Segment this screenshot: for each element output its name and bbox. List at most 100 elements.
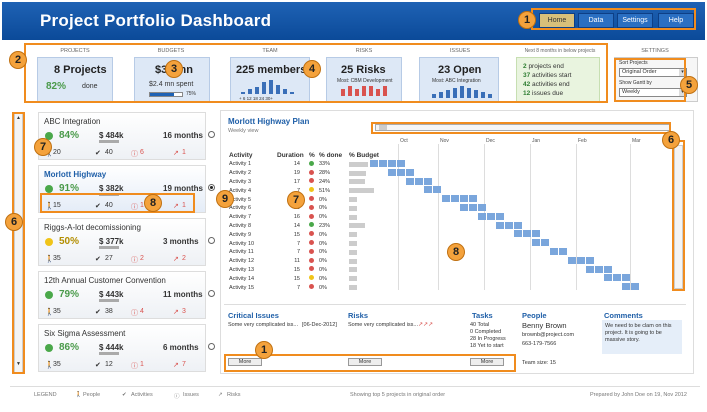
activity-name: Activity 14 <box>229 275 255 282</box>
activity-row[interactable]: Activity 6 15 0% <box>228 204 384 213</box>
project-card[interactable]: Six Sigma Assessment 86% $ 444k 6 months… <box>38 324 206 372</box>
project-select-radio[interactable] <box>208 290 215 297</box>
next-months-item: 42 activities end <box>523 80 571 89</box>
activity-row[interactable]: Activity 2 19 28% <box>228 169 384 178</box>
people-title: People <box>522 311 547 320</box>
nav-settings-button[interactable]: Settings <box>617 13 653 28</box>
legend-activities-icon: ✔ <box>122 392 127 398</box>
gantt-bar <box>622 274 630 282</box>
project-people: 20 <box>53 149 61 156</box>
budget-spent: $2.4 mn spent <box>149 81 194 88</box>
callout-8-right: 8 <box>447 243 465 261</box>
histogram-bar <box>460 86 464 98</box>
gantt-month-label: Dec <box>486 138 495 144</box>
issues-most: Most: ABC Integration <box>432 78 481 84</box>
issues-kpi-label: ISSUES <box>449 48 471 54</box>
activity-row[interactable]: Activity 12 11 0% <box>228 257 384 266</box>
activity-done: 28% <box>319 170 331 177</box>
next-text: issues due <box>532 90 564 97</box>
activity-row[interactable]: Activity 15 7 0% <box>228 283 384 292</box>
gantt-bar <box>523 230 531 238</box>
gantt-bar <box>496 212 504 220</box>
project-budget: $ 444k <box>99 343 124 352</box>
risks-count: 25 Risks <box>341 64 386 76</box>
nav-help-button[interactable]: Help <box>658 13 694 28</box>
risks-more-button[interactable]: More <box>348 358 382 366</box>
activity-status-dot <box>308 283 318 292</box>
issues-kpi-card[interactable]: 23 Open Most: ABC Integration <box>419 57 499 102</box>
critical-issues-more-button[interactable]: More <box>228 358 262 366</box>
team-kpi-card[interactable]: 225 members + 6 12 18 24 30+ <box>230 57 310 102</box>
project-card[interactable]: ABC Integration 84% $ 484k 16 months 🚶 2… <box>38 112 206 160</box>
activity-row[interactable]: Activity 11 7 0% <box>228 248 384 257</box>
scroll-down-icon[interactable]: ▼ <box>16 361 21 367</box>
activity-row[interactable]: Activity 8 14 23% <box>228 222 384 231</box>
gantt-bar <box>424 186 432 194</box>
project-select-radio[interactable] <box>208 343 215 350</box>
col-done: % done <box>319 151 343 159</box>
nav-home-button[interactable]: Home <box>539 13 575 28</box>
project-issues: 1 <box>140 361 144 368</box>
activity-row[interactable]: Activity 14 15 0% <box>228 274 384 283</box>
project-risks: 2 <box>182 255 186 262</box>
gantt-bar <box>424 177 432 185</box>
activity-row[interactable]: Activity 1 14 33% <box>228 160 384 169</box>
projects-done-pct: 82% <box>46 81 67 92</box>
histogram-bar <box>241 91 245 94</box>
project-risks: 7 <box>182 361 186 368</box>
activity-name: Activity 13 <box>229 266 255 273</box>
activity-budget-bar <box>348 257 384 266</box>
activity-row[interactable]: Activity 3 17 24% <box>228 178 384 187</box>
project-issues: 6 <box>140 149 144 156</box>
histogram-bar <box>446 90 450 98</box>
project-issues: 1 <box>140 202 144 209</box>
plan-subtitle: Weekly view <box>228 128 259 134</box>
scroll-up-icon[interactable]: ▲ <box>16 115 21 121</box>
activity-budget-bar <box>348 283 384 292</box>
task-line: 40 Total <box>470 322 490 328</box>
risks-histogram <box>341 86 391 96</box>
gantt-scroll-thumb[interactable] <box>379 125 387 130</box>
project-select-radio[interactable] <box>208 184 215 191</box>
activity-row[interactable]: Activity 7 16 0% <box>228 213 384 222</box>
histogram-bar <box>369 86 373 96</box>
projects-kpi-card[interactable]: 8 Projects 82% done <box>37 57 113 102</box>
project-select-radio[interactable] <box>208 131 215 138</box>
callout-6-right: 6 <box>662 131 680 149</box>
risks-kpi-card[interactable]: 25 Risks Most: CBM Development <box>326 57 402 102</box>
activity-row[interactable]: Activity 5 20 0% <box>228 195 384 204</box>
activity-row[interactable]: Activity 10 7 0% <box>228 239 384 248</box>
project-select-radio[interactable] <box>208 237 215 244</box>
activity-duration: 7 <box>296 284 300 291</box>
next-months-item: 2 projects end <box>523 62 571 71</box>
activity-row[interactable]: Activity 13 15 0% <box>228 266 384 275</box>
people-icon: 🚶 <box>45 309 54 316</box>
contact-email[interactable]: brownb@project.com <box>522 332 575 338</box>
activity-row[interactable]: Activity 9 15 0% <box>228 230 384 239</box>
project-card[interactable]: 12th Annual Customer Convention 79% $ 44… <box>38 271 206 319</box>
activity-done: 0% <box>319 231 327 238</box>
nav-data-button[interactable]: Data <box>578 13 614 28</box>
project-card[interactable]: Morlott Highway 91% $ 382k 19 months 🚶 1… <box>38 165 206 213</box>
gantt-bar <box>379 160 387 167</box>
gantt-vscrollbar[interactable] <box>674 145 683 289</box>
callout-1: 1 <box>518 11 536 29</box>
gantt-bar <box>514 221 522 229</box>
project-card[interactable]: Riggs-A-lot decomissioning 50% $ 377k 3 … <box>38 218 206 266</box>
activity-budget-bar <box>348 230 384 239</box>
activity-name: Activity 1 <box>229 161 252 168</box>
project-status-dot <box>45 238 53 246</box>
activity-name: Activity 5 <box>229 196 252 203</box>
sort-projects-select[interactable]: Original Order <box>619 68 687 77</box>
activity-duration: 14 <box>293 161 300 168</box>
histogram-bar <box>481 92 485 98</box>
activity-status-dot <box>308 178 318 187</box>
project-status-dot <box>45 132 53 140</box>
next-text: projects end <box>528 63 564 70</box>
chevron-down-icon[interactable]: ▾ <box>679 69 686 76</box>
histogram-bar <box>269 80 273 94</box>
tasks-more-button[interactable]: More <box>470 358 504 366</box>
activity-row[interactable]: Activity 4 7 51% <box>228 186 384 195</box>
gantt-month-label: Feb <box>578 138 587 144</box>
gantt-month-line <box>530 144 531 290</box>
